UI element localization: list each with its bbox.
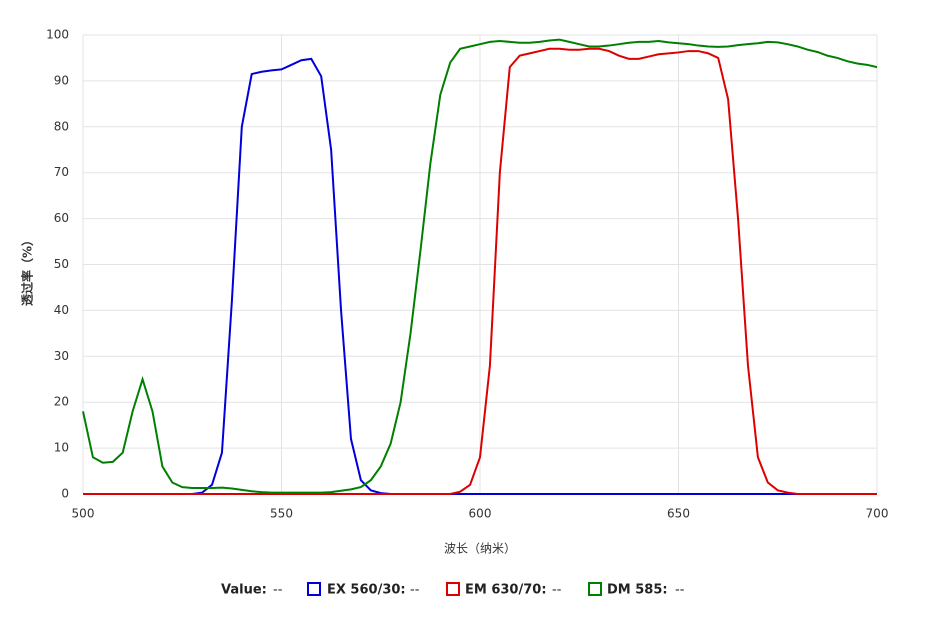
y-tick-label: 20 [54,395,69,409]
x-tick-label: 600 [469,507,492,521]
y-tick-label: 90 [54,73,69,87]
legend-swatch [446,582,460,596]
legend-swatch [307,582,321,596]
legend-label: EX 560/30: [327,583,406,598]
legend-label: DM 585: [607,583,668,598]
y-tick-label: 30 [54,349,69,363]
legend-swatch [588,582,602,596]
legend-value-label: Value: [221,583,267,598]
y-tick-label: 80 [54,119,69,133]
y-tick-label: 60 [54,211,69,225]
x-tick-label: 500 [72,507,95,521]
x-axis-label: 波长（纳米） [444,542,516,556]
legend-readout: -- [552,583,562,598]
y-tick-label: 50 [54,257,69,271]
x-tick-label: 650 [667,507,690,521]
legend: Value: -- EX 560/30: -- EM 630/70: -- DM 585… [221,582,685,598]
y-tick-label: 70 [54,165,69,179]
series-line [82,38,878,494]
y-tick-label: 100 [46,28,69,42]
series-line [83,47,877,495]
series-line [83,57,877,495]
y-axis-label: 透过率（%） [20,234,35,306]
x-tick-label: 700 [866,507,889,521]
y-tick-label: 0 [61,487,69,501]
legend-label: EM 630/70: [465,583,547,598]
legend-readout: -- [410,583,420,598]
legend-readout: -- [675,583,685,598]
y-tick-label: 10 [54,441,69,455]
x-tick-label: 550 [270,507,293,521]
legend-value-readout: -- [273,583,283,598]
y-tick-label: 40 [54,303,69,317]
